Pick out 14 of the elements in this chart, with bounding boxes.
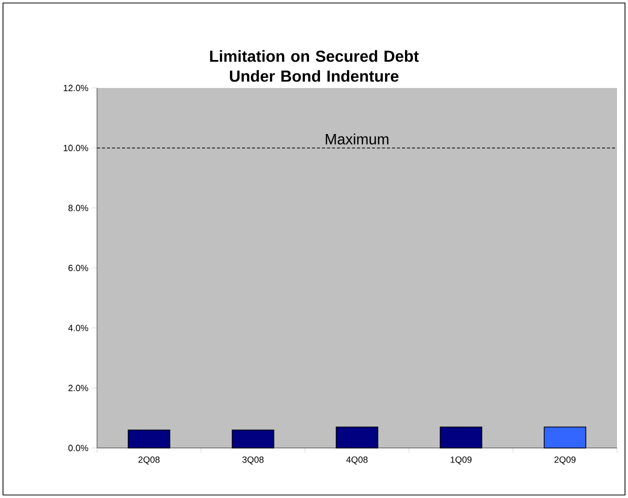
x-tick-label: 3Q08	[242, 456, 264, 464]
chart-title: Limitation on Secured Debt Under Bond Indenture	[210, 50, 419, 82]
y-tick-label: 2.0%	[68, 384, 88, 392]
y-tick-label: 8.0%	[68, 204, 88, 212]
y-tick-label: 6.0%	[68, 264, 88, 272]
y-tick-label: 10.0%	[64, 144, 88, 152]
x-tick-label: 2Q08	[138, 456, 160, 464]
x-tick-label: 2Q09	[554, 456, 576, 464]
x-tick-label: 1Q09	[450, 456, 472, 464]
ref-line-label: Maximum	[326, 133, 388, 144]
y-tick-label: 12.0%	[64, 84, 88, 92]
y-tick-label: 4.0%	[68, 324, 88, 332]
x-tick-label: 4Q08	[346, 456, 368, 464]
y-tick-label: 0.0%	[68, 444, 88, 452]
